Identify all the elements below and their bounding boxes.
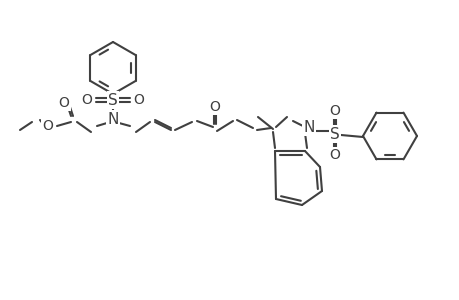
Text: O: O — [81, 93, 92, 107]
Text: O: O — [58, 96, 69, 110]
Text: O: O — [209, 100, 220, 114]
Text: O: O — [133, 93, 144, 107]
Text: O: O — [329, 104, 340, 118]
Text: N: N — [107, 112, 118, 127]
Text: S: S — [330, 127, 339, 142]
Text: O: O — [43, 119, 53, 133]
Text: S: S — [108, 92, 118, 107]
Text: O: O — [329, 148, 340, 162]
Text: N: N — [302, 119, 314, 134]
